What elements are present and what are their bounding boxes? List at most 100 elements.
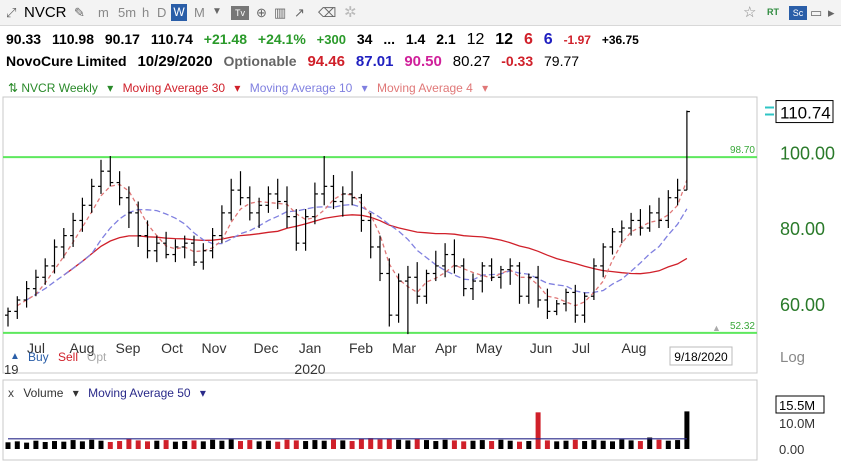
symbol-input[interactable]: NVCR bbox=[24, 4, 67, 21]
log-toggle[interactable]: Log bbox=[780, 349, 806, 366]
legend-ma4-label: Moving Average 4 bbox=[377, 81, 473, 95]
volume-bar-9 bbox=[89, 439, 95, 449]
legend-series-label: NVCR Weekly bbox=[21, 81, 98, 95]
legend-ma30[interactable]: Moving Average 30 ▾ bbox=[122, 81, 241, 95]
volume-bar-39 bbox=[368, 438, 374, 449]
pencil-icon[interactable]: ✎ bbox=[74, 5, 85, 20]
x-label-3: Oct bbox=[161, 340, 183, 356]
volume-bar-31 bbox=[293, 440, 299, 449]
hline-label-1: 52.32 bbox=[730, 321, 755, 332]
legend-ma10[interactable]: Moving Average 10 ▾ bbox=[249, 81, 368, 95]
volume-bar-6 bbox=[61, 441, 67, 449]
volume-bar-40 bbox=[377, 439, 383, 449]
volume-bar-52 bbox=[489, 441, 495, 449]
interval-1m[interactable]: m bbox=[98, 5, 109, 20]
expand-icon[interactable]: ⤢ bbox=[6, 5, 17, 20]
volume-bar-16 bbox=[154, 440, 160, 449]
price-bar-50 bbox=[470, 273, 476, 301]
legend-series[interactable]: ⇅ NVCR Weekly ▾ bbox=[8, 81, 114, 95]
volume-bar-62 bbox=[582, 441, 588, 449]
volume-bar-8 bbox=[79, 441, 85, 449]
price-bar-63 bbox=[590, 258, 597, 301]
price-bar-60 bbox=[563, 288, 569, 312]
last-price-box bbox=[775, 100, 834, 124]
volume-bar-21 bbox=[200, 441, 206, 449]
price-bar-52 bbox=[488, 258, 495, 282]
chat-icon[interactable]: ▭ bbox=[810, 5, 823, 20]
price-bar-65 bbox=[609, 228, 616, 255]
interval-5m[interactable]: 5m bbox=[118, 5, 137, 20]
volume-bar-27 bbox=[256, 441, 262, 449]
scroll-right-icon[interactable]: ▸ bbox=[828, 5, 835, 20]
buy-button[interactable]: Buy bbox=[28, 350, 49, 364]
price-bar-30 bbox=[284, 186, 290, 229]
volume-close-icon[interactable]: x bbox=[8, 386, 14, 400]
opt-button[interactable]: Opt bbox=[87, 350, 107, 364]
dropdown-icon[interactable]: ▼ bbox=[212, 6, 222, 17]
price-bar-5 bbox=[51, 239, 58, 274]
price-bar-55 bbox=[516, 262, 523, 304]
x-label-6: Jan bbox=[299, 340, 322, 356]
volume-bar-70 bbox=[656, 439, 662, 449]
interval-weekly[interactable]: W bbox=[171, 4, 187, 21]
interval-monthly[interactable]: M bbox=[194, 5, 205, 20]
legend-ma30-label: Moving Average 30 bbox=[122, 81, 226, 95]
volume-bar-17 bbox=[163, 440, 169, 449]
sc-button[interactable]: Sc bbox=[789, 6, 807, 20]
sell-button[interactable]: Sell bbox=[58, 350, 79, 364]
info-n3: 90.50 bbox=[404, 53, 442, 70]
legend-ma4[interactable]: Moving Average 4 ▾ bbox=[377, 81, 489, 95]
hline-label-0: 98.70 bbox=[730, 145, 755, 156]
price-bar-68 bbox=[637, 209, 644, 236]
volume-bar-58 bbox=[544, 440, 550, 449]
company-name: NovoCure Limited bbox=[6, 53, 127, 69]
x-label-7: Feb bbox=[349, 340, 373, 356]
x-label-5: Dec bbox=[254, 340, 279, 356]
price-bar-45 bbox=[423, 269, 430, 304]
settings-icon[interactable]: ✲ bbox=[344, 4, 357, 21]
volume-bar-19 bbox=[182, 441, 188, 449]
price-bar-38 bbox=[358, 193, 365, 232]
quote-date: 10/29/2020 bbox=[137, 53, 213, 70]
price-bar-18 bbox=[172, 239, 179, 263]
quote-v3: 1.4 bbox=[405, 31, 426, 47]
volume-bar-59 bbox=[554, 441, 560, 449]
x-label-8: Mar bbox=[392, 340, 416, 356]
volume-bar-56 bbox=[526, 441, 532, 449]
legend-ma50[interactable]: Moving Average 50 ▾ bbox=[88, 386, 206, 400]
star-icon[interactable]: ☆ bbox=[743, 4, 757, 21]
price-bar-61 bbox=[572, 284, 579, 323]
bar-chart-icon[interactable]: ▥ bbox=[274, 5, 287, 20]
quote-v7: 6 bbox=[523, 31, 533, 48]
quote-v4: 2.1 bbox=[436, 31, 456, 47]
volume-bar-38 bbox=[358, 438, 364, 449]
price-bar-1 bbox=[14, 296, 21, 319]
quote-line: 90.33 110.98 90.17 110.74 +21.48 +24.1% … bbox=[6, 31, 646, 49]
tv-button[interactable]: Tv bbox=[231, 6, 249, 20]
volume-bar-24 bbox=[228, 439, 234, 449]
legend-volume[interactable]: Volume ▾ bbox=[23, 386, 79, 400]
info-n4: 80.27 bbox=[452, 53, 491, 70]
price-bar-64 bbox=[600, 243, 607, 278]
draw-line-icon[interactable]: ↗ bbox=[294, 5, 305, 20]
interval-daily[interactable]: D bbox=[157, 5, 167, 20]
volume-bar-4 bbox=[42, 441, 48, 449]
volume-bar-13 bbox=[126, 439, 132, 449]
quote-v5: 12 bbox=[466, 31, 485, 48]
info-n5: -0.33 bbox=[501, 53, 534, 69]
date-box bbox=[669, 346, 733, 366]
volume-bar-66 bbox=[619, 439, 625, 449]
volume-bar-3 bbox=[33, 440, 39, 449]
price-bar-53 bbox=[497, 265, 504, 289]
legend-ma10-label: Moving Average 10 bbox=[249, 81, 353, 95]
crosshair-icon[interactable]: ⊕ bbox=[256, 5, 267, 20]
volume-bar-64 bbox=[600, 440, 606, 449]
interval-hour[interactable]: h bbox=[142, 5, 150, 20]
volume-bar-15 bbox=[145, 441, 150, 449]
eraser-icon[interactable]: ⌫ bbox=[318, 5, 337, 20]
price-bar-14 bbox=[135, 201, 142, 247]
price-bar-58 bbox=[544, 288, 551, 319]
price-bar-35 bbox=[330, 174, 337, 210]
rt-button[interactable]: RT bbox=[767, 7, 779, 17]
price-bar-24 bbox=[228, 178, 235, 221]
